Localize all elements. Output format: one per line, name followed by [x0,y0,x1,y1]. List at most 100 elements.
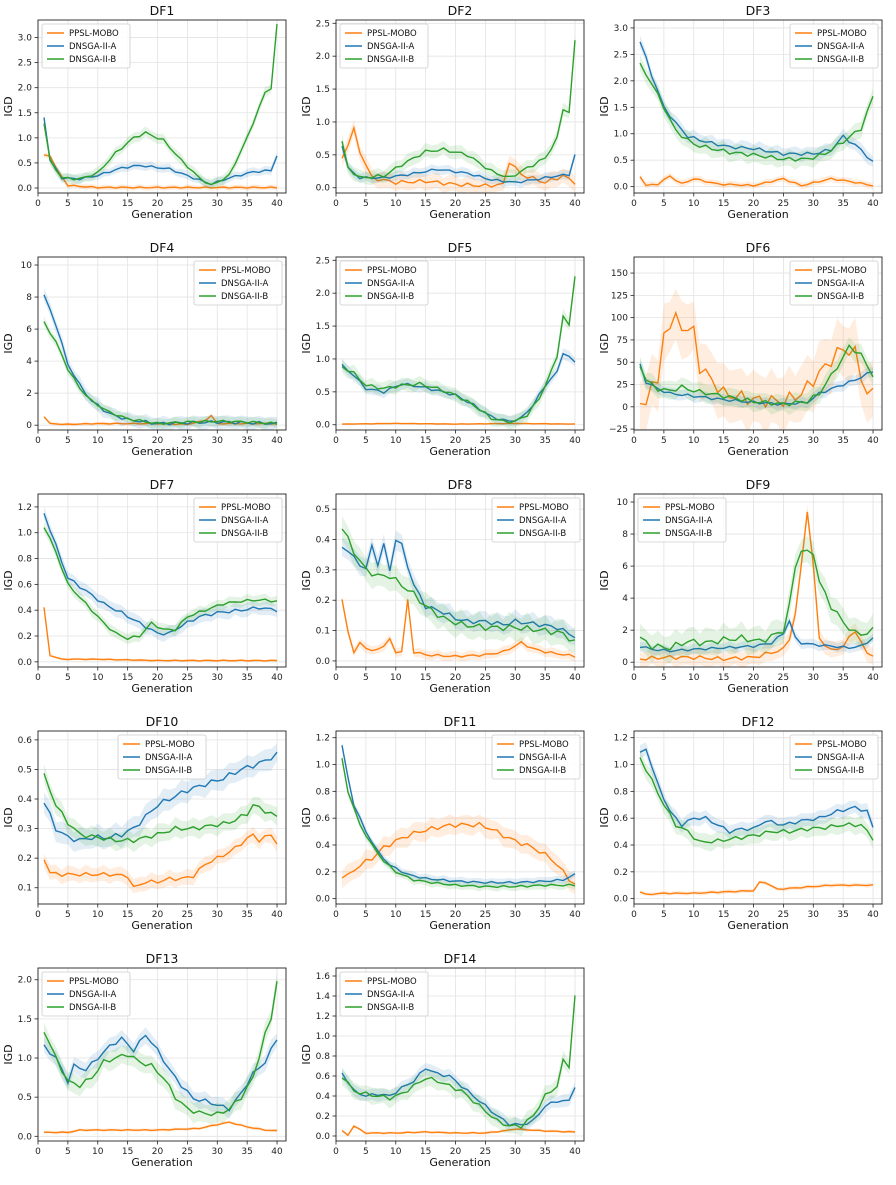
y-tick-label: 0 [26,421,32,431]
chart-df10: 0 5 10 15 20 25 30 35 40 0.1 0.2 0.3 0.4 0.5 0.6 DF10 Ge… [2,714,287,932]
chart-title: DF7 [150,477,175,492]
series-line-ppsl-mobo [341,821,576,885]
series-line-dnsga-ii-b [341,758,576,889]
chart-df13: 0 5 10 15 20 25 30 35 40 0.0 0.5 1.0 1.5 2.0 DF13 Gener… [2,951,287,1169]
x-tick-label: 5 [65,1147,71,1157]
x-tick-label: 20 [152,436,164,446]
y-axis-label: IGD [2,1044,15,1064]
y-tick-label: 0.4 [18,606,33,616]
series-line-ppsl-mobo [639,175,874,187]
series-line-dnsga-ii-b [43,773,278,844]
confidence-band-dnsga-ii-a [640,35,873,167]
x-tick-label: 40 [867,436,879,446]
y-tick-label: 0.2 [18,632,32,642]
y-tick-label: 3.0 [18,34,33,44]
x-tick-label: 15 [718,199,729,209]
y-tick-label: 0.6 [316,814,331,824]
x-tick-label: 10 [92,436,104,446]
series-line-dnsga-ii-a [43,117,278,186]
x-tick-label: 30 [808,436,820,446]
x-tick-label: 10 [688,199,700,209]
x-tick-label: 25 [480,1147,491,1157]
series-line-ppsl-mobo [341,422,576,425]
series-line-ppsl-mobo [43,1121,278,1134]
y-tick-label: 1.0 [316,118,331,128]
legend-entry: DNSGA-II-B [69,55,116,65]
x-tick-label: 10 [688,436,700,446]
y-tick-label: 1.5 [614,103,628,113]
y-tick-label: 0.4 [18,795,33,805]
chart-title: DF14 [444,951,477,966]
legend-entry: DNSGA-II-B [221,529,268,539]
x-tick-label: 10 [390,673,402,683]
x-tick-label: 25 [480,436,491,446]
x-tick-label: 25 [778,436,789,446]
series-line-dnsga-ii-b [341,528,576,642]
y-tick-label: 1.5 [316,85,330,95]
x-tick-label: 40 [867,199,879,209]
x-tick-label: 5 [661,199,667,209]
x-tick-label: 5 [363,910,369,920]
x-tick-label: 40 [569,673,581,683]
y-tick-label: 1.2 [316,734,330,744]
x-tick-label: 15 [420,436,431,446]
confidence-band-dnsga-ii-a [342,530,575,646]
x-axis-label: Generation [131,445,192,458]
legend-entry: DNSGA-II-A [367,279,414,289]
y-tick-label: 0.6 [18,580,33,590]
series-line-dnsga-ii-a [43,1034,278,1112]
confidence-band-ppsl-mobo [44,826,277,894]
legend-entry: PPSL-MOBO [519,503,569,513]
x-tick-label: 35 [539,1147,550,1157]
x-tick-label: 0 [35,199,41,209]
y-axis-label: IGD [300,570,313,590]
chart-title: DF2 [448,3,473,18]
y-tick-label: 0.2 [316,1112,330,1122]
y-axis-label: IGD [598,807,611,827]
y-tick-label: 1.0 [614,761,629,771]
confidence-band-dnsga-ii-b [342,987,575,1137]
y-axis-label: IGD [2,807,15,827]
y-tick-label: 0.6 [316,1072,331,1082]
x-tick-label: 20 [450,910,462,920]
x-tick-label: 20 [748,199,760,209]
x-tick-label: 10 [688,910,700,920]
y-tick-label: 150 [611,269,628,279]
legend-entry: DNSGA-II-B [69,1003,116,1013]
x-tick-label: 5 [65,910,71,920]
x-tick-label: 30 [212,910,224,920]
legend-entry: DNSGA-II-A [519,753,566,763]
x-axis-label: Generation [429,919,490,932]
x-tick-label: 30 [212,1147,224,1157]
y-tick-label: 0.1 [18,884,32,894]
series-line-dnsga-ii-a [43,751,278,843]
y-tick-label: 4 [622,594,628,604]
series-line-ppsl-mobo [43,154,278,189]
y-axis-label: IGD [598,333,611,353]
series-line-dnsga-ii-b [639,757,874,844]
series-line-dnsga-ii-b [639,344,874,407]
chart-df5: 0 5 10 15 20 25 30 35 40 0.0 0.5 1.0 1.5 2.0 2.5 DF5 Gen… [300,240,585,458]
y-tick-label: 0.8 [316,787,331,797]
chart-df2: 0 5 10 15 20 25 30 35 40 0.0 0.5 1.0 1.5 2.0 2.5 DF2 Gen… [300,3,585,221]
x-tick-label: 25 [480,910,491,920]
y-axis-label: IGD [598,96,611,116]
legend: PPSL-MOBO DNSGA-II-A DNSGA-II-B [193,497,283,543]
x-tick-label: 20 [450,673,462,683]
x-tick-label: 30 [510,1147,522,1157]
legend-entry: PPSL-MOBO [221,503,271,513]
y-tick-label: 0.0 [316,657,331,667]
legend-entry: DNSGA-II-B [367,1003,414,1013]
chart-title: DF1 [150,3,175,18]
y-tick-label: 0.5 [316,151,330,161]
x-tick-label: 20 [450,199,462,209]
y-tick-label: 1.0 [316,1032,331,1042]
legend-entry: DNSGA-II-A [817,279,864,289]
x-tick-label: 40 [271,1147,283,1157]
x-tick-label: 30 [212,436,224,446]
x-tick-label: 0 [631,199,637,209]
x-tick-label: 30 [808,673,820,683]
y-tick-label: 0.6 [614,814,629,824]
x-tick-label: 40 [271,910,283,920]
